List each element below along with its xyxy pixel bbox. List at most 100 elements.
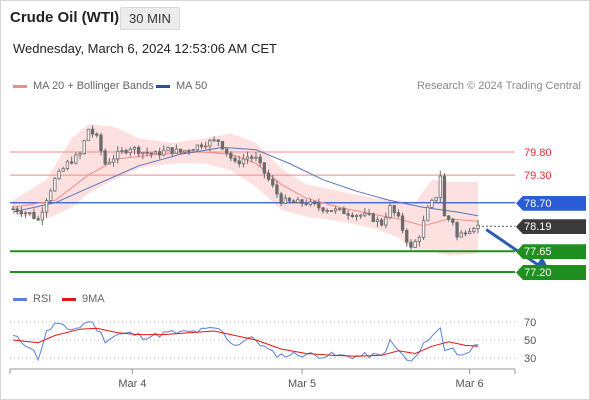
level-tag-77-20: 77.20 [516, 265, 586, 280]
candle-body [405, 229, 409, 243]
candle-body [208, 140, 212, 147]
timeframe-badge[interactable]: 30 MIN [120, 7, 180, 30]
candle-body [325, 210, 329, 212]
candle-body [291, 200, 296, 203]
x-tick-label: Mar 5 [288, 378, 316, 390]
candle-body [304, 203, 308, 205]
candle-body [216, 139, 220, 142]
candle-body [49, 190, 53, 201]
candle-body [392, 205, 396, 213]
candle-body [262, 162, 267, 174]
level-label-79-80: 79.80 [524, 147, 552, 159]
candle-body [61, 168, 65, 172]
candle-body [170, 147, 174, 154]
candle-body [409, 241, 413, 248]
candle-body [136, 146, 141, 155]
candle-body [145, 151, 149, 154]
candle-body [149, 152, 153, 155]
candle-body [53, 178, 57, 192]
candle-body [95, 133, 99, 136]
ma50-swatch [156, 84, 170, 88]
candle-body [65, 161, 70, 170]
candle-body [107, 161, 111, 165]
level-tag-77-65: 77.65 [516, 244, 586, 260]
candle-body [359, 214, 363, 217]
candle-body [375, 219, 380, 223]
candle-body [430, 199, 434, 208]
forecast-arrow [485, 228, 552, 275]
candle-body [371, 213, 375, 222]
candle-body [99, 134, 103, 152]
candle-body [103, 150, 107, 165]
candle-body [191, 149, 195, 152]
candle-body [233, 157, 237, 162]
rsi-swatch [13, 297, 27, 301]
candle-body [120, 149, 124, 152]
candle-body [317, 203, 321, 209]
ma20-label: MA 20 + Bollinger Bands [33, 80, 154, 92]
candle-body [40, 211, 44, 221]
level-tag-78-70: 78.70 [516, 195, 586, 211]
candle-body [413, 240, 417, 248]
candle-body [346, 213, 350, 216]
candle-body [162, 149, 166, 156]
candle-body [388, 205, 392, 219]
candle-body [287, 197, 292, 202]
rsi-label: RSI [33, 293, 52, 305]
candle-body [455, 222, 459, 238]
candle-body [312, 201, 317, 205]
candle-body [354, 214, 359, 218]
candle-body [220, 140, 225, 150]
candle-body [476, 224, 480, 229]
candle-body [23, 212, 28, 215]
candle-body [333, 208, 338, 212]
legend-ma9: 9MA [62, 293, 105, 305]
candle-body [116, 150, 120, 160]
rsi-tick-50: 50 [524, 335, 536, 347]
candle-body [195, 144, 200, 151]
candle-body [57, 170, 61, 179]
candle-body [417, 236, 422, 242]
candle-body [183, 150, 187, 153]
candle-body [224, 148, 229, 154]
candle-body [384, 217, 388, 226]
candle-body [141, 151, 145, 155]
candle-body [78, 153, 82, 156]
instrument-title: Crude Oil (WTI) [10, 9, 120, 26]
candle-body [250, 156, 254, 159]
ma9-label: 9MA [82, 293, 105, 305]
candle-body [132, 146, 137, 150]
ma20-swatch [13, 84, 27, 88]
candle-body [472, 228, 476, 232]
candle-body [128, 148, 133, 154]
level-tag-78-19: 78.19 [516, 219, 586, 235]
candle-body [459, 232, 463, 238]
candle-body [241, 158, 246, 165]
candle-body [166, 147, 170, 151]
candle-body [271, 178, 275, 186]
candle-body [70, 161, 74, 164]
ma9-swatch [62, 297, 76, 301]
candle-body [342, 208, 346, 215]
candle-body [446, 215, 451, 220]
candle-body [157, 151, 162, 156]
candle-body [367, 212, 371, 215]
candle-body [467, 230, 472, 235]
candle-body [245, 156, 250, 160]
candle-body [400, 215, 405, 231]
legend-rsi: RSI [13, 293, 51, 305]
candle-body [308, 201, 313, 205]
rsi-tick-70: 70 [524, 317, 536, 329]
candle-body [258, 156, 262, 164]
candle-body [82, 140, 86, 155]
candle-body [442, 175, 447, 217]
candle-body [451, 218, 455, 223]
candle-body [229, 152, 233, 159]
candle-body [254, 156, 258, 159]
candle-body [279, 193, 283, 204]
candle-body [237, 160, 241, 165]
candle-body [90, 128, 95, 135]
candle-body [187, 150, 191, 152]
x-tick-label: Mar 4 [118, 378, 146, 390]
